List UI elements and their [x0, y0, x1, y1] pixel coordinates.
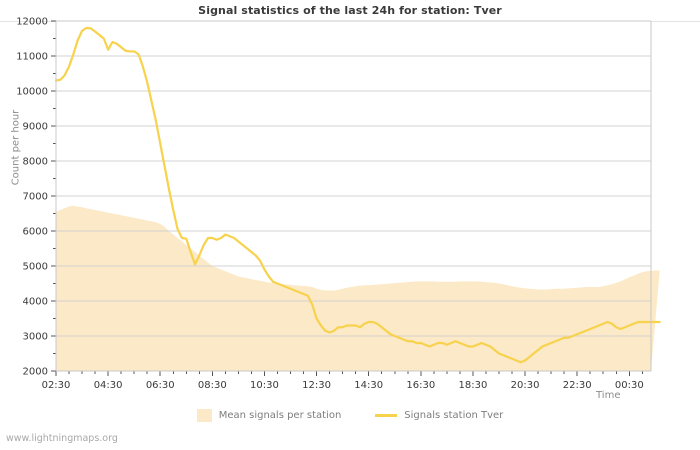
- svg-text:7000: 7000: [23, 192, 48, 203]
- legend-item-mean[interactable]: Mean signals per station: [196, 409, 342, 422]
- svg-text:8000: 8000: [23, 157, 48, 168]
- svg-text:16:30: 16:30: [406, 380, 435, 391]
- svg-text:22:30: 22:30: [563, 380, 592, 391]
- svg-text:04:30: 04:30: [94, 380, 123, 391]
- svg-text:18:30: 18:30: [459, 380, 488, 391]
- legend-label-station: Signals station Tver: [404, 410, 504, 421]
- legend-label-mean: Mean signals per station: [218, 410, 342, 421]
- line-swatch-icon: [375, 414, 398, 417]
- svg-text:06:30: 06:30: [146, 380, 175, 391]
- x-axis-label: Time: [596, 390, 621, 401]
- svg-text:5000: 5000: [23, 262, 48, 273]
- area-swatch-icon: [196, 409, 212, 422]
- svg-text:00:30: 00:30: [615, 380, 644, 391]
- svg-text:9000: 9000: [23, 122, 48, 133]
- svg-text:11000: 11000: [16, 52, 48, 63]
- svg-text:6000: 6000: [23, 227, 48, 238]
- y-axis-label: Count per hour: [10, 109, 22, 186]
- svg-text:4000: 4000: [23, 297, 48, 308]
- svg-text:20:30: 20:30: [511, 380, 540, 391]
- legend-item-station[interactable]: Signals station Tver: [375, 410, 503, 421]
- svg-text:12000: 12000: [16, 17, 48, 28]
- svg-text:14:30: 14:30: [354, 380, 383, 391]
- svg-text:10:30: 10:30: [250, 380, 279, 391]
- svg-text:3000: 3000: [23, 332, 48, 343]
- chart-title: Signal statistics of the last 24h for st…: [198, 4, 502, 17]
- svg-text:12:30: 12:30: [302, 380, 331, 391]
- svg-text:02:30: 02:30: [42, 380, 71, 391]
- svg-text:2000: 2000: [23, 367, 48, 378]
- svg-text:08:30: 08:30: [198, 380, 227, 391]
- svg-text:10000: 10000: [16, 87, 48, 98]
- watermark: www.lightningmaps.org: [6, 433, 118, 444]
- chart-legend: Mean signals per station Signals station…: [0, 409, 700, 422]
